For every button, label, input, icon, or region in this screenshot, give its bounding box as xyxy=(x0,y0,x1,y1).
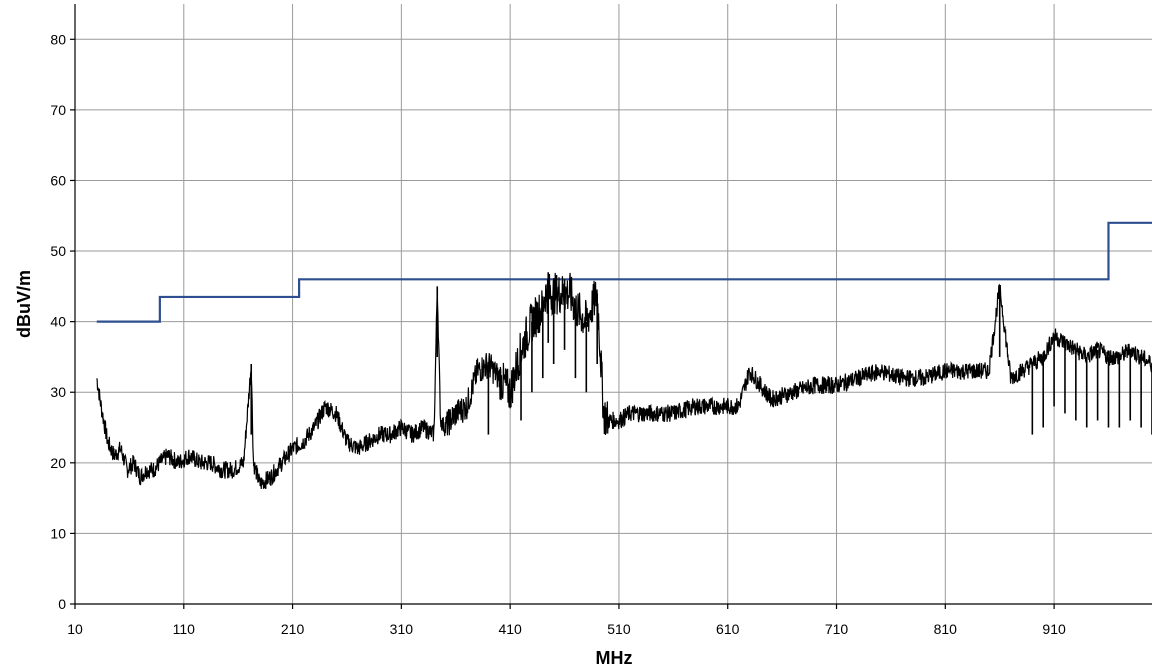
series-layer xyxy=(96,221,1152,490)
y-tick-label: 60 xyxy=(50,172,66,188)
measurement-trace xyxy=(96,272,1152,490)
x-axis-title: MHz xyxy=(596,648,633,668)
x-tick-label: 710 xyxy=(825,621,849,637)
y-tick-label: 20 xyxy=(50,455,66,471)
x-tick-label: 910 xyxy=(1042,621,1066,637)
y-tick-label: 0 xyxy=(58,596,66,612)
limit-line xyxy=(96,221,1152,323)
x-tick-label: 210 xyxy=(281,621,305,637)
x-tick-label: 610 xyxy=(716,621,740,637)
y-tick-labels: 0 10 20 30 40 50 60 70 80 xyxy=(50,31,66,612)
y-tick-label: 50 xyxy=(50,243,66,259)
y-tick-label: 30 xyxy=(50,384,66,400)
x-tick-label: 810 xyxy=(934,621,958,637)
x-tick-label: 10 xyxy=(67,621,83,637)
y-tick-label: 10 xyxy=(50,525,66,541)
y-tick-label: 80 xyxy=(50,31,66,47)
y-tick-label: 40 xyxy=(50,314,66,330)
x-tick-label: 310 xyxy=(390,621,414,637)
x-tick-label: 410 xyxy=(498,621,522,637)
x-tick-label: 110 xyxy=(173,621,196,637)
x-tick-labels: 10 110 210 310 410 510 610 710 810 910 xyxy=(67,621,1066,637)
grid-lines xyxy=(75,4,1152,604)
y-axis-title: dBuV/m xyxy=(14,270,34,338)
y-tick-label: 70 xyxy=(50,102,66,118)
axes xyxy=(70,4,1152,609)
x-tick-label: 510 xyxy=(607,621,631,637)
